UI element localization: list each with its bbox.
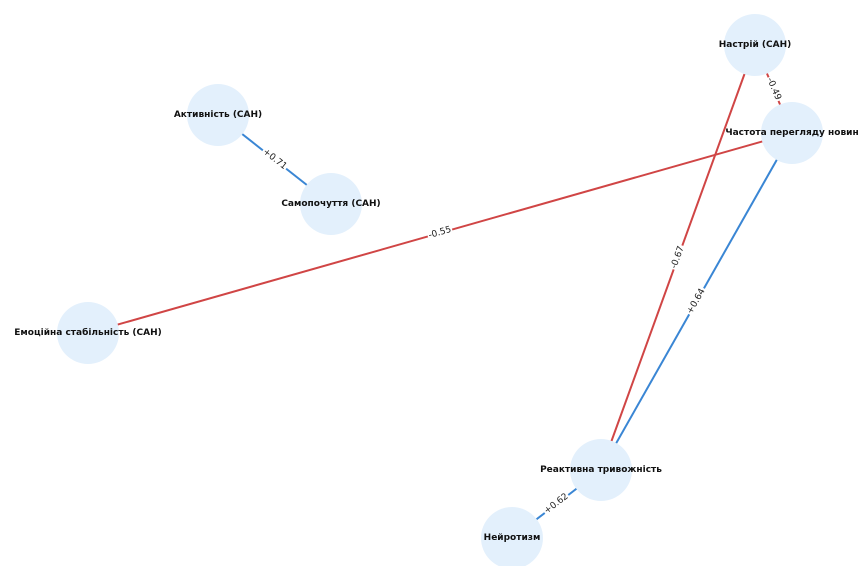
nodes-layer: Настрій (САН) Активність (САН) Частота пер… bbox=[14, 14, 859, 566]
edge-weight-label-background bbox=[763, 75, 784, 103]
node-label-reaktyvna: Реактивна тривожність bbox=[540, 464, 662, 475]
edge-weight-label: -0.67 bbox=[669, 245, 686, 270]
node-reaktyvna bbox=[570, 439, 632, 501]
node-emotsiina bbox=[57, 302, 119, 364]
edge-weight-label-background bbox=[426, 224, 454, 242]
edge-weight-label-background bbox=[684, 285, 709, 317]
edge-weight-label-group: +0.64 bbox=[684, 285, 709, 317]
node-aktyvnist bbox=[187, 84, 249, 146]
node-label-nastrii: Настрій (САН) bbox=[719, 39, 791, 50]
edge-weight-label-group: +0.71 bbox=[259, 146, 290, 173]
edge-weight-label-background bbox=[541, 491, 572, 517]
edge-weight-label-background bbox=[259, 146, 290, 173]
edge-weight-label: -0.49 bbox=[764, 76, 782, 102]
edge-weight-label: +0.71 bbox=[261, 147, 289, 172]
edge-weight-label-group: +0.62 bbox=[541, 491, 572, 517]
edge-weight-label: +0.64 bbox=[685, 287, 707, 316]
edge-weight-label-group: -0.55 bbox=[426, 224, 454, 242]
edge-weight-label: +0.62 bbox=[543, 492, 571, 517]
node-nastrii bbox=[724, 14, 786, 76]
node-label-samopochuttia: Самопочуття (САН) bbox=[281, 199, 380, 209]
node-label-emotsiina: Емоційна стабільність (САН) bbox=[14, 327, 161, 338]
node-samopochuttia bbox=[300, 173, 362, 235]
node-label-chastota: Частота перегляду новин bbox=[725, 128, 858, 138]
node-label-neirotyzm: Нейротизм bbox=[484, 533, 541, 543]
edge-weight-label-group: -0.49 bbox=[763, 75, 784, 103]
node-label-aktyvnist: Активність (САН) bbox=[174, 109, 262, 120]
edge-weight-label-background bbox=[668, 243, 688, 272]
edge-weight-label: -0.55 bbox=[427, 225, 452, 241]
node-chastota bbox=[761, 102, 823, 164]
edge-weight-label-group: -0.67 bbox=[668, 243, 688, 272]
node-neirotyzm bbox=[481, 507, 543, 566]
